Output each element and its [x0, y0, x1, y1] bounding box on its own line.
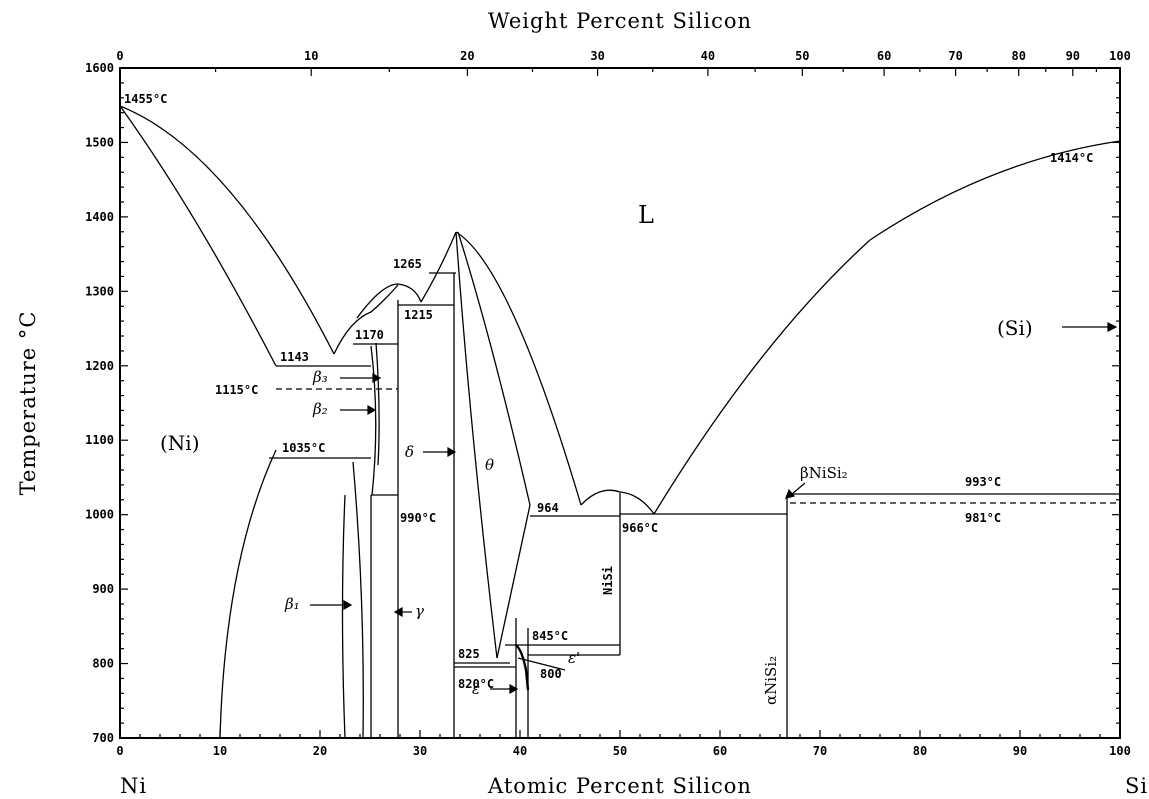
phase-label-ni: (Ni) — [160, 431, 200, 455]
beta1-right — [352, 461, 364, 739]
top-tick-label: 100 — [1109, 49, 1131, 63]
phase-label-beta1: β₁ — [284, 595, 300, 613]
x-tick-label: 100 — [1109, 744, 1131, 758]
bottom-axis-title: Atomic Percent Silicon — [487, 774, 752, 798]
phase-label-alpha-nisi2: αNiSi₂ — [762, 656, 780, 705]
ni-liquidus — [119, 105, 335, 355]
top-tick-label: 50 — [795, 49, 809, 63]
phase-label-beta3: β₃ — [312, 368, 328, 386]
temp-1170: 1170 — [355, 328, 384, 342]
x-tick-labels: 0 10 20 30 40 50 60 70 80 90 100 — [116, 744, 1130, 758]
temp-1414: 1414°C — [1050, 151, 1093, 165]
y-tick-label: 1100 — [85, 433, 114, 447]
phase-label-delta: δ — [405, 443, 414, 461]
top-axis-title: Weight Percent Silicon — [488, 9, 752, 33]
temp-1215: 1215 — [404, 308, 433, 322]
temp-993: 993°C — [965, 475, 1001, 489]
theta-right — [457, 231, 531, 659]
temp-981: 981°C — [965, 511, 1001, 525]
temp-1035: 1035°C — [282, 441, 325, 455]
phase-label-epsilon: ε — [472, 680, 480, 698]
top-tick-label: 90 — [1066, 49, 1080, 63]
y-tick-label: 800 — [92, 657, 114, 671]
top-tick-label: 40 — [701, 49, 715, 63]
phase-label-theta: θ — [485, 456, 494, 474]
phase-label-liquid: L — [638, 201, 654, 229]
temp-1265: 1265 — [393, 257, 422, 271]
temp-820: 820°C — [458, 677, 494, 691]
x-tick-label: 40 — [513, 744, 527, 758]
beta3-boundary — [375, 342, 380, 466]
y-tick-label: 1000 — [85, 508, 114, 522]
top-tick-label: 20 — [460, 49, 474, 63]
epsilon-prime-curve — [515, 644, 530, 691]
temp-825: 825 — [458, 647, 480, 661]
phase-label-beta2: β₂ — [312, 400, 328, 418]
temp-845: 845°C — [532, 629, 568, 643]
phase-label-nisi: NiSi — [601, 566, 615, 595]
y-tick-label: 1200 — [85, 359, 114, 373]
dashed-lines — [276, 388, 1120, 504]
top-tick-label: 70 — [948, 49, 962, 63]
axis-ticks — [119, 67, 1121, 739]
x-tick-label: 10 — [213, 744, 227, 758]
x-tick-label: 70 — [813, 744, 827, 758]
y-tick-label: 900 — [92, 582, 114, 596]
beta2-boundary — [370, 345, 377, 496]
si-element-label: Si — [1125, 774, 1148, 798]
top-tick-label: 80 — [1011, 49, 1025, 63]
top-tick-label: 30 — [590, 49, 604, 63]
phase-boundaries — [119, 105, 1121, 739]
beta1-left — [341, 494, 346, 739]
y-tick-label: 1400 — [85, 210, 114, 224]
y-tick-label: 1600 — [85, 61, 114, 75]
top-tick-label: 10 — [304, 49, 318, 63]
x-tick-label: 20 — [313, 744, 327, 758]
ni-solvus — [219, 449, 277, 739]
liquidus-delta-left — [420, 231, 457, 303]
temperature-labels: 1455°C 1414°C 1143 1115°C 1035°C 1170 12… — [124, 92, 1093, 691]
liquidus-beta3 — [333, 284, 399, 355]
theta-left — [455, 231, 498, 659]
x-tick-label: 0 — [116, 744, 123, 758]
temp-800: 800 — [540, 667, 562, 681]
liquidus-delta-right — [455, 231, 582, 506]
x-tick-label: 80 — [913, 744, 927, 758]
temp-990: 990°C — [400, 511, 436, 525]
top-tick-label: 0 — [116, 49, 123, 63]
temp-1115: 1115°C — [215, 383, 258, 397]
nisi-liquidus — [580, 489, 655, 515]
ni-solidus — [119, 105, 277, 367]
temp-1455: 1455°C — [124, 92, 167, 106]
x-tick-label: 50 — [613, 744, 627, 758]
top-tick-labels: 0 10 20 30 40 50 60 70 80 90 100 — [116, 49, 1130, 63]
temp-964: 964 — [537, 501, 559, 515]
y-tick-label: 700 — [92, 731, 114, 745]
phase-arrows — [310, 322, 1118, 695]
phase-label-beta-nisi2: βNiSi₂ — [800, 464, 848, 482]
temp-1143: 1143 — [280, 350, 309, 364]
phase-label-gamma: γ — [415, 602, 424, 620]
top-tick-label: 60 — [877, 49, 891, 63]
phase-label-epsilon-prime: ε' — [568, 649, 580, 667]
y-axis-title: Temperature °C — [16, 311, 40, 496]
x-tick-label: 90 — [1013, 744, 1027, 758]
si-liquidus — [653, 140, 1121, 515]
x-tick-label: 60 — [713, 744, 727, 758]
liquidus-gamma-peak — [356, 283, 422, 319]
x-tick-label: 30 — [413, 744, 427, 758]
phase-label-si: (Si) — [997, 316, 1033, 340]
y-tick-label: 1300 — [85, 284, 114, 298]
temp-966: 966°C — [622, 521, 658, 535]
y-tick-labels: 700 800 900 1000 1100 1200 1300 1400 1500 1600 — [85, 61, 114, 745]
y-tick-label: 1500 — [85, 135, 114, 149]
ni-element-label: Ni — [120, 774, 147, 798]
